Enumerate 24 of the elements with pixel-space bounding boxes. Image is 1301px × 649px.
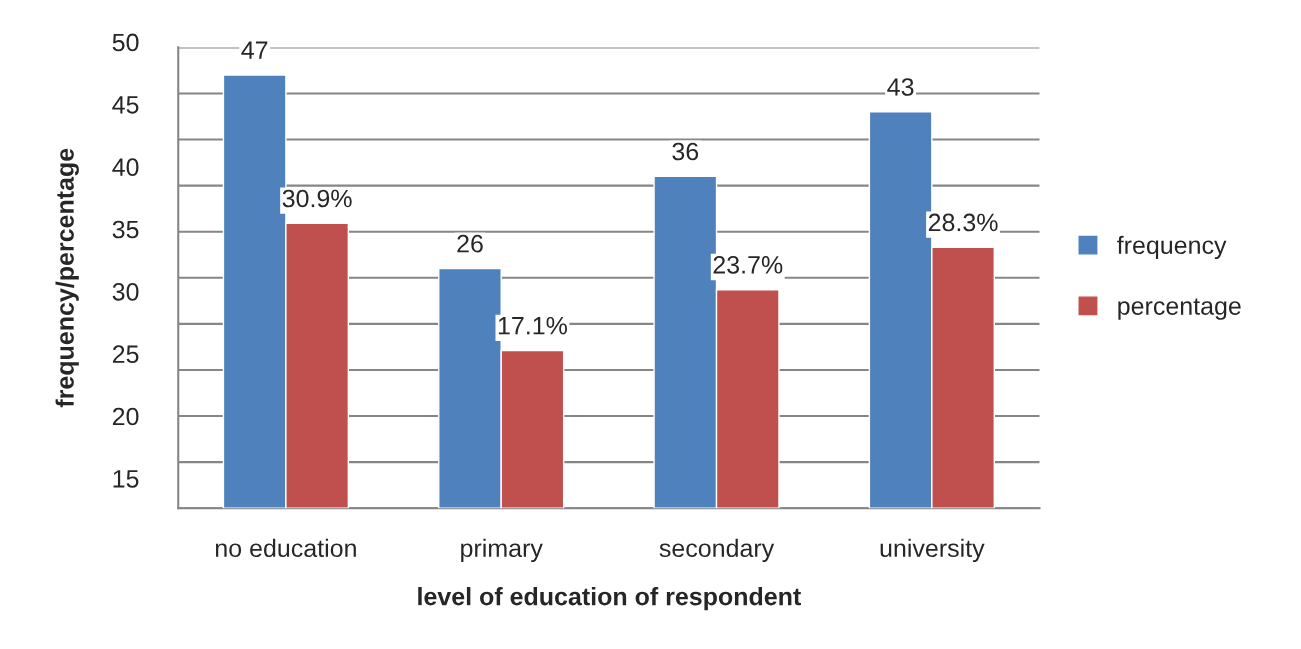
x-tick-label: no education — [215, 538, 356, 558]
x-tick-label: secondary — [659, 538, 775, 563]
data-label: 23.7% — [713, 256, 783, 274]
x-tick-label: primary — [461, 538, 543, 563]
data-label: 26 — [457, 234, 483, 253]
text: 50 — [112, 33, 139, 52]
text: 25 — [112, 345, 139, 364]
legend-label: percentage — [1118, 298, 1241, 320]
text: 45 — [112, 96, 139, 114]
data-label: 30.9% — [282, 189, 352, 208]
x-tick-label: university — [880, 538, 985, 563]
x-axis-title: level of education of respondent — [418, 587, 801, 611]
legend-label: frequency — [1117, 235, 1227, 260]
data-label: 36 — [672, 142, 699, 161]
text: 40 — [112, 158, 139, 176]
text: 30 — [112, 282, 139, 301]
data-label: 17.1% — [498, 316, 567, 335]
text: 20 — [112, 407, 139, 426]
y-axis-title: frequency/percentage — [55, 148, 79, 408]
text: 15 — [113, 470, 139, 488]
data-label: 47 — [241, 41, 268, 59]
text: 35 — [112, 220, 139, 239]
data-label: 28.3% — [928, 213, 998, 232]
data-label: 43 — [887, 78, 914, 96]
